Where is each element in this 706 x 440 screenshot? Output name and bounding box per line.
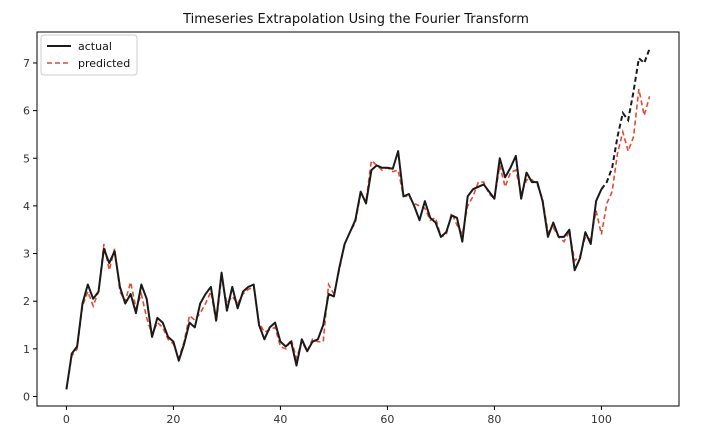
y-tick-label: 1 <box>23 343 30 356</box>
plot-area <box>65 48 651 390</box>
y-tick-label: 3 <box>23 248 30 261</box>
legend-label-predicted: predicted <box>78 57 130 70</box>
y-tick-label: 6 <box>23 105 30 118</box>
x-tick-label: 40 <box>273 413 287 426</box>
x-tick-label: 100 <box>591 413 612 426</box>
y-tick-label: 4 <box>23 200 30 213</box>
series-line-actual-extrapolated <box>600 48 651 190</box>
x-tick-label: 0 <box>63 413 70 426</box>
axes-frame <box>36 31 680 407</box>
series-line-actual <box>65 150 603 390</box>
y-tick-label: 7 <box>23 57 30 70</box>
legend: actual predicted <box>40 34 138 76</box>
y-tick-label: 2 <box>23 295 30 308</box>
axes: 0 20 40 60 80 100 0 1 2 3 4 5 6 7 <box>23 31 680 426</box>
chart-title: Timeseries Extrapolation Using the Fouri… <box>182 12 529 27</box>
x-tick-label: 20 <box>166 413 180 426</box>
legend-label-actual: actual <box>78 40 112 53</box>
y-tick-label: 5 <box>23 152 30 165</box>
x-tick-label: 60 <box>380 413 394 426</box>
y-tick-label: 0 <box>23 390 30 403</box>
x-tick-label: 80 <box>487 413 501 426</box>
series-line-predicted <box>65 89 651 390</box>
